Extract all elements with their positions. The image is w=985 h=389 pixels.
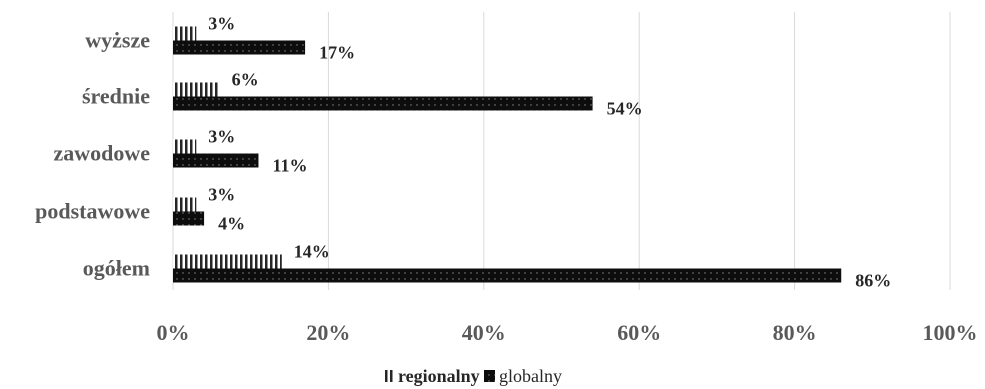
x-tick-label-80: 80% [773,320,817,345]
data-labels: 3% 6% 3% 3% 14% 17% 54% 11% 4% 86% [208,14,891,291]
data-label-regionalny-4: 14% [294,242,330,262]
category-label-3: podstawowe [35,199,150,224]
legend-label-regionalny: regionalny [398,366,480,386]
bar-globalny-1 [173,96,593,111]
bar-globalny-3 [173,211,205,226]
data-label-regionalny-3: 3% [208,185,235,205]
category-label-2: zawodowe [53,141,150,166]
bar-regionalny-1 [173,82,220,97]
x-axis-tick-labels: 0% 20% 40% 60% 80% 100% [157,320,978,345]
legend-label-globalny: globalny [499,366,562,386]
x-tick-label-20: 20% [306,320,350,345]
data-label-globalny-0: 17% [319,43,355,63]
data-label-regionalny-1: 6% [232,70,259,90]
legend-swatch-globalny [484,370,495,382]
x-tick-label-40: 40% [462,320,506,345]
bar-globalny-4 [173,268,842,283]
bars-group [173,26,842,283]
data-label-regionalny-0: 3% [208,14,235,34]
data-label-globalny-2: 11% [272,156,307,176]
bar-regionalny-2 [173,139,197,154]
legend: regionalny globalny [383,366,562,386]
bar-globalny-2 [173,153,259,168]
category-labels: wyższe średnie zawodowe podstawowe ogółem [35,28,150,281]
x-tick-label-60: 60% [617,320,661,345]
bar-globalny-0 [173,40,306,55]
bar-regionalny-4 [173,254,282,269]
data-label-globalny-3: 4% [218,214,245,234]
legend-swatch-regionalny [383,370,394,382]
category-label-4: ogółem [83,256,150,281]
data-label-globalny-4: 86% [855,271,891,291]
data-label-globalny-1: 54% [607,99,643,119]
category-label-0: wyższe [85,28,150,53]
x-tick-label-0: 0% [157,320,190,345]
bar-regionalny-3 [173,197,197,212]
category-label-1: średnie [82,84,150,109]
x-tick-label-100: 100% [923,320,978,345]
data-label-regionalny-2: 3% [208,127,235,147]
bar-regionalny-0 [173,26,197,41]
